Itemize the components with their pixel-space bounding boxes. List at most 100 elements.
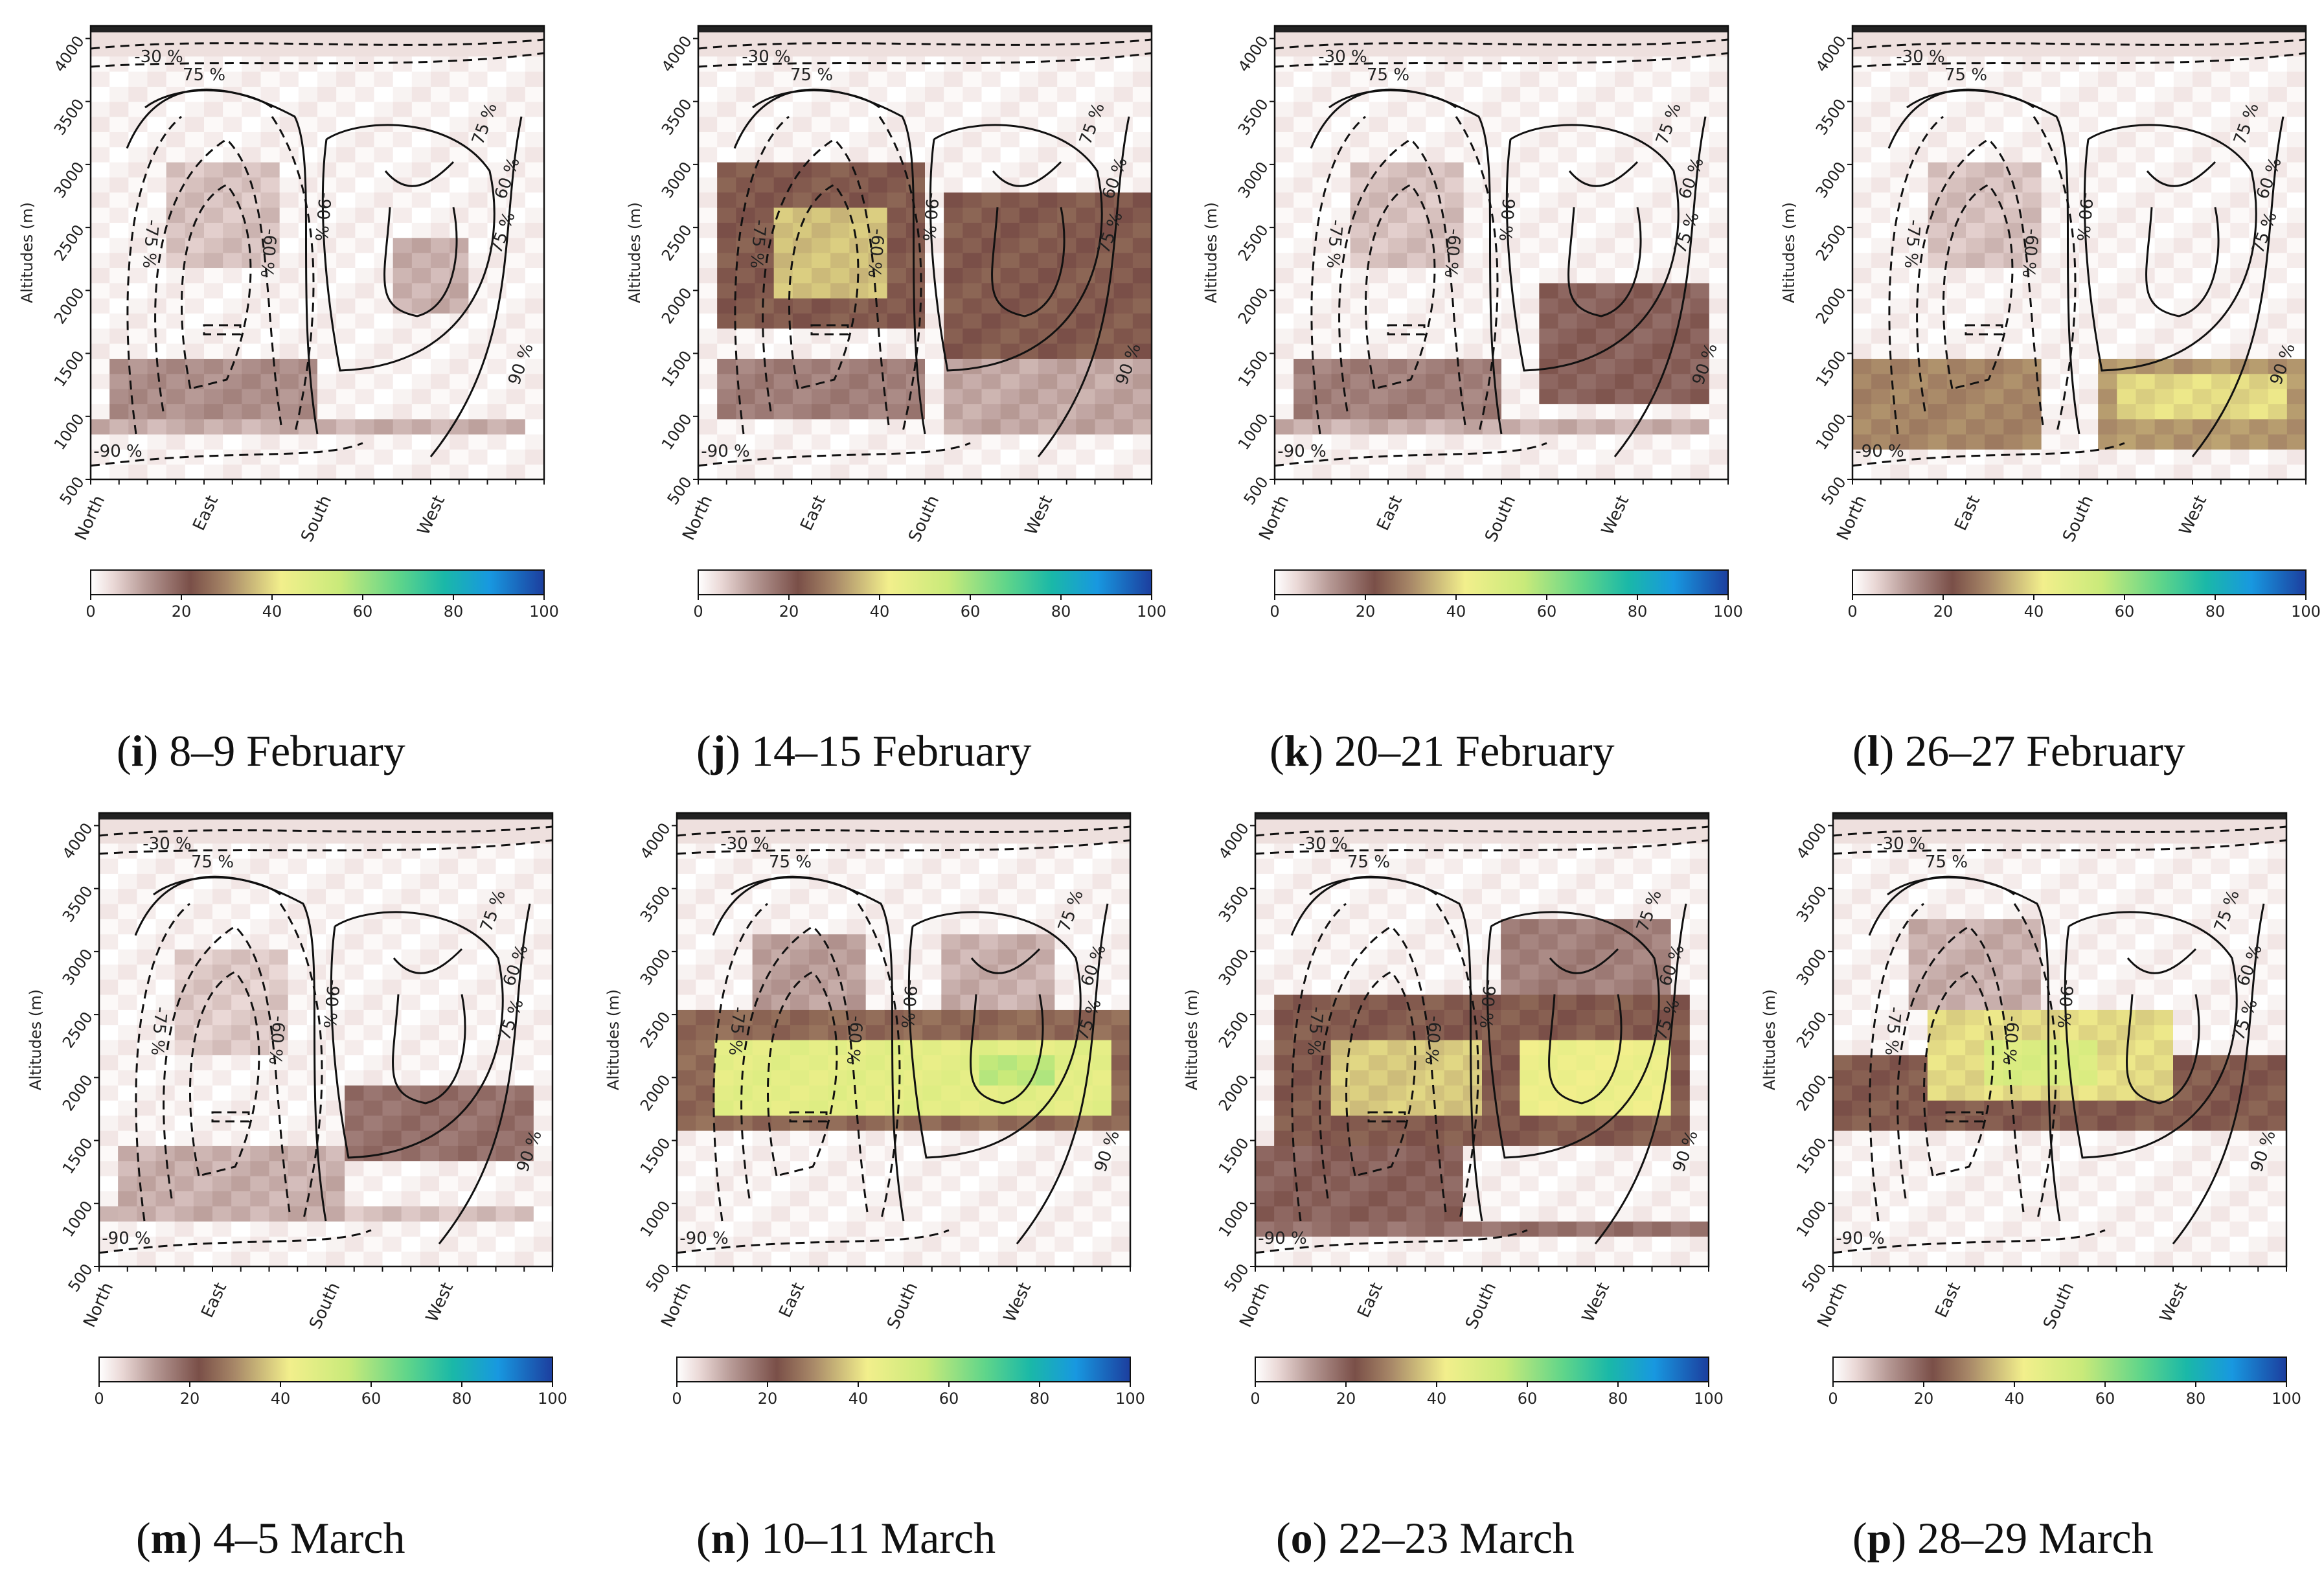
- heatmap-cell: [884, 1206, 904, 1222]
- heatmap-cell: [1255, 1236, 1275, 1252]
- heatmap-cell: [1634, 449, 1653, 465]
- heatmap-cell: [1293, 1070, 1313, 1086]
- heatmap-cell: [2003, 146, 2023, 163]
- heatmap-cell: [91, 389, 110, 404]
- heatmap-cell: [1890, 464, 1910, 480]
- heatmap-cell: [223, 298, 242, 314]
- heatmap-cell: [1017, 1055, 1036, 1071]
- heatmap-cell: [2022, 343, 2042, 359]
- heatmap-cell: [830, 132, 850, 148]
- heatmap-cell: [677, 1176, 696, 1191]
- heatmap-cell: [865, 1115, 885, 1131]
- heatmap-cell: [118, 1070, 137, 1086]
- heatmap-cell: [1966, 373, 1985, 389]
- heatmap-cell: [363, 1040, 383, 1055]
- contour-label: -75 %: [746, 219, 769, 269]
- heatmap-cell: [1463, 237, 1483, 253]
- heatmap-cell: [2098, 117, 2117, 132]
- heatmap-cell: [2249, 101, 2269, 117]
- heatmap-cell: [733, 1206, 753, 1222]
- heatmap-cell: [773, 343, 793, 359]
- heatmap-cell: [790, 1130, 810, 1146]
- heatmap-cell: [279, 313, 299, 329]
- heatmap-cell: [773, 464, 793, 480]
- heatmap-cell: [1132, 404, 1152, 420]
- heatmap-cell: [1349, 1221, 1369, 1237]
- heatmap-cell: [269, 1176, 289, 1191]
- heatmap-cell: [477, 1009, 497, 1025]
- heatmap-cell: [496, 873, 516, 889]
- heatmap-cell: [752, 1055, 772, 1071]
- heatmap-cell: [374, 343, 394, 359]
- heatmap-cell: [1407, 464, 1426, 480]
- heatmap-cell: [118, 843, 137, 859]
- heatmap-cell: [963, 418, 983, 435]
- heatmap-cell: [2154, 253, 2174, 268]
- heatmap-cell: [1444, 86, 1464, 102]
- heatmap-cell: [997, 1160, 1018, 1176]
- heatmap-cell: [1985, 282, 2004, 299]
- heatmap-cell: [1000, 464, 1020, 480]
- heatmap-cell: [458, 888, 477, 904]
- heatmap-cell: [1113, 222, 1134, 238]
- heatmap-cell: [1000, 449, 1020, 465]
- heatmap-cell: [1520, 282, 1540, 299]
- heatmap-cell: [979, 994, 999, 1010]
- heatmap-cell: [1076, 253, 1096, 268]
- heatmap-cell: [174, 843, 194, 859]
- heatmap-cell: [1425, 1236, 1445, 1252]
- heatmap-cell: [2117, 207, 2137, 223]
- heatmap-cell: [1017, 979, 1036, 995]
- heatmap-cell: [1425, 1070, 1445, 1086]
- heatmap-cell: [204, 268, 223, 284]
- heatmap-cell: [1255, 1024, 1275, 1040]
- heatmap-cell: [773, 373, 793, 389]
- heatmap-cell: [306, 1176, 326, 1191]
- heatmap-cell: [1577, 418, 1597, 435]
- heatmap-cell: [733, 1251, 753, 1267]
- heatmap-cell: [193, 1070, 213, 1086]
- heatmap-cell: [2117, 146, 2137, 163]
- heatmap-cell: [204, 192, 223, 208]
- heatmap-cell: [887, 117, 907, 132]
- heatmap-cell: [450, 222, 469, 238]
- heatmap-cell: [109, 192, 129, 208]
- heatmap-cell: [458, 1055, 477, 1071]
- heatmap-cell: [1111, 1251, 1131, 1267]
- heatmap-cell: [1036, 1024, 1055, 1040]
- contour-lines: [1274, 38, 1729, 467]
- heatmap-cell: [1634, 132, 1653, 148]
- heatmap-cell: [1369, 1040, 1388, 1055]
- heatmap-cell: [99, 1070, 119, 1086]
- heatmap-cell: [925, 162, 944, 177]
- heatmap-cell: [326, 1070, 345, 1086]
- heatmap-cell: [298, 253, 318, 268]
- heatmap-cell: [185, 282, 205, 299]
- heatmap-cell: [223, 373, 242, 389]
- heatmap-cell: [487, 132, 507, 148]
- heatmap-cell: [1615, 192, 1634, 208]
- heatmap-cell: [906, 162, 926, 177]
- heatmap-cell: [231, 1100, 251, 1116]
- heatmap-cell: [717, 282, 736, 299]
- heatmap-cell: [298, 222, 318, 238]
- y-tick-label: 3000: [1812, 159, 1850, 201]
- heatmap-cell: [677, 843, 696, 859]
- heatmap-cell: [1038, 313, 1058, 329]
- heatmap-cell: [1000, 192, 1020, 208]
- heatmap-cell: [979, 1130, 999, 1146]
- heatmap-cell: [1709, 253, 1729, 268]
- heatmap-cell: [1312, 1236, 1332, 1252]
- heatmap-cell: [981, 313, 1001, 329]
- heatmap-cell: [374, 101, 394, 117]
- heatmap-cell: [755, 222, 775, 238]
- heatmap-cell: [865, 1024, 885, 1040]
- heatmap-cell: [533, 1070, 553, 1086]
- heatmap-cell: [477, 1040, 497, 1055]
- heatmap-cell: [1076, 313, 1096, 329]
- heatmap-cell: [374, 404, 394, 420]
- heatmap-cell: [2117, 177, 2137, 193]
- heatmap-cell: [960, 873, 980, 889]
- heatmap-cell: [525, 389, 545, 404]
- heatmap-cell: [1928, 268, 1948, 284]
